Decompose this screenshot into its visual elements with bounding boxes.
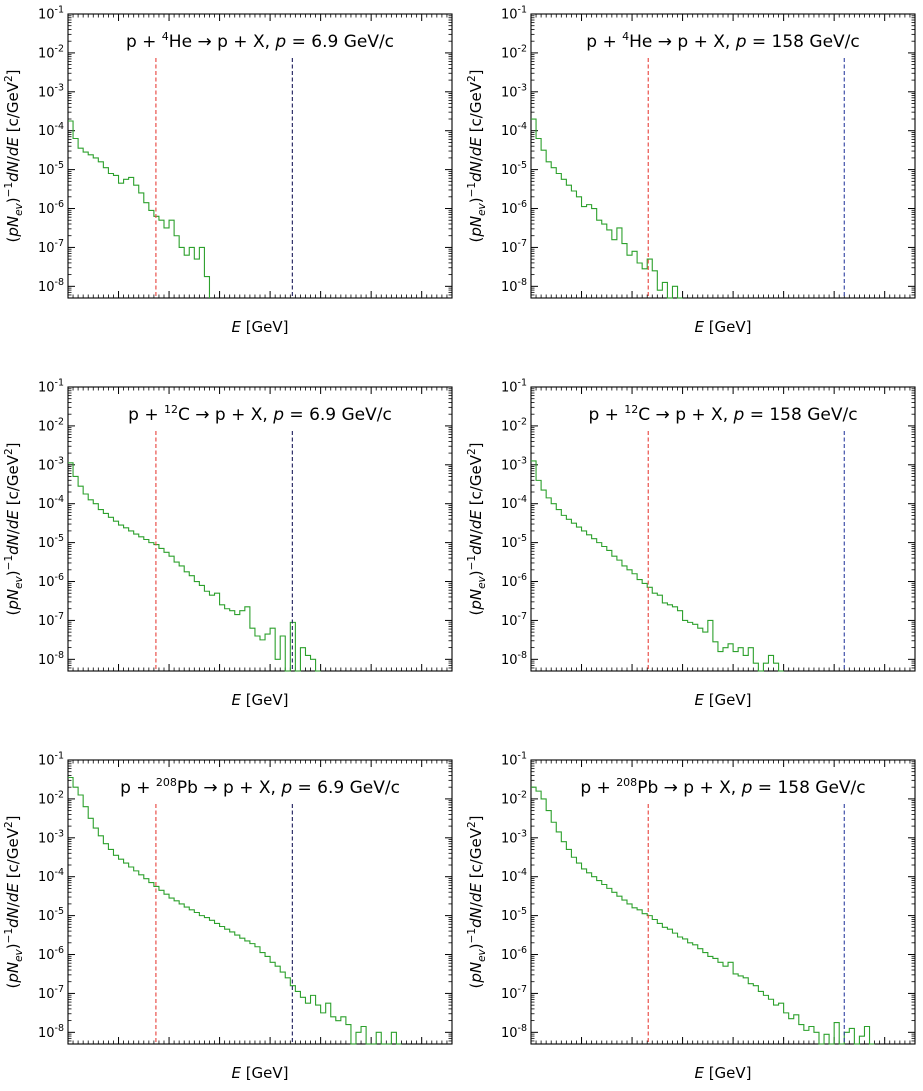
y-tick-label: 10-8 xyxy=(501,1023,527,1041)
histogram-line xyxy=(68,120,211,298)
y-tick-label: 10-3 xyxy=(501,82,527,100)
y-tick-label: 10-6 xyxy=(501,572,527,590)
y-tick-label: 10-5 xyxy=(38,906,64,924)
histogram-line xyxy=(531,118,683,299)
y-tick-label: 10-3 xyxy=(38,455,64,473)
panel-title: p + 12C → p + X, p = 158 GeV/c xyxy=(588,403,857,425)
y-tick-label: 10-1 xyxy=(501,378,527,396)
y-tick-label: 10-7 xyxy=(38,611,64,629)
panel-title: p + 4He → p + X, p = 6.9 GeV/c xyxy=(126,30,394,52)
y-tick-label: 10-1 xyxy=(38,378,64,396)
y-tick-label: 10-2 xyxy=(501,43,527,61)
panel-a: 10-8 10-7 10-6 10-5 10-4 10-3 10-2 10-1 p + 4He … xyxy=(3,5,453,336)
y-tick-label: 10-4 xyxy=(38,121,64,139)
y-tick-label: 10-5 xyxy=(38,160,64,178)
y-tick-label: 10-2 xyxy=(501,789,527,807)
panel-title: p + 208Pb → p + X, p = 158 GeV/c xyxy=(580,776,865,798)
axes-frame xyxy=(530,759,916,1045)
y-tick-label: 10-3 xyxy=(38,82,64,100)
y-tick-label: 10-6 xyxy=(38,945,64,963)
y-tick-label: 10-7 xyxy=(38,984,64,1002)
x-axis-label: E [GeV] xyxy=(694,691,751,709)
y-axis-label: (pNev)−1dN/dE [c/GeV2] xyxy=(3,442,25,615)
y-axis-label: (pNev)−1dN/dE [c/GeV2] xyxy=(466,69,488,242)
y-tick-label: 10-7 xyxy=(501,611,527,629)
y-axis-label: (pNev)−1dN/dE [c/GeV2] xyxy=(3,69,25,242)
histogram-line xyxy=(531,786,875,1045)
axes-frame xyxy=(67,386,453,672)
y-tick-label: 10-4 xyxy=(501,121,527,139)
y-tick-label: 10-2 xyxy=(38,416,64,434)
y-tick-label: 10-6 xyxy=(38,572,64,590)
y-tick-label: 10-5 xyxy=(501,533,527,551)
histogram-line xyxy=(531,460,784,672)
panel-title: p + 12C → p + X, p = 6.9 GeV/c xyxy=(128,403,392,425)
y-tick-label: 10-7 xyxy=(501,984,527,1002)
y-tick-label: 10-2 xyxy=(501,416,527,434)
y-tick-label: 10-7 xyxy=(38,238,64,256)
panel-title: p + 208Pb → p + X, p = 6.9 GeV/c xyxy=(120,776,400,798)
x-axis-label: E [GeV] xyxy=(694,318,751,336)
x-axis-label: E [GeV] xyxy=(694,1064,751,1082)
y-tick-label: 10-4 xyxy=(38,494,64,512)
histogram-line xyxy=(68,776,402,1045)
y-tick-label: 10-1 xyxy=(501,5,527,23)
panel-title: p + 4He → p + X, p = 158 GeV/c xyxy=(586,30,860,52)
axes-frame xyxy=(67,759,453,1045)
y-tick-label: 10-3 xyxy=(501,455,527,473)
axes-frame xyxy=(530,13,916,299)
y-tick-label: 10-5 xyxy=(501,906,527,924)
y-tick-label: 10-8 xyxy=(38,650,64,668)
y-tick-label: 10-6 xyxy=(501,199,527,217)
y-tick-label: 10-5 xyxy=(38,533,64,551)
y-axis-label: (pNev)−1dN/dE [c/GeV2] xyxy=(3,815,25,988)
y-tick-label: 10-4 xyxy=(38,867,64,885)
y-axis-label: (pNev)−1dN/dE [c/GeV2] xyxy=(466,442,488,615)
y-tick-label: 10-8 xyxy=(501,277,527,295)
y-tick-label: 10-1 xyxy=(38,751,64,769)
panel-b: 10-8 10-7 10-6 10-5 10-4 10-3 10-2 10-1 p + 4He … xyxy=(466,5,916,336)
panel-f: 10-8 10-7 10-6 10-5 10-4 10-3 10-2 10-1 p + 208P… xyxy=(466,751,916,1082)
x-axis-label: E [GeV] xyxy=(231,318,288,336)
panel-c: 10-8 10-7 10-6 10-5 10-4 10-3 10-2 10-1 p + 12C … xyxy=(3,378,453,709)
y-tick-label: 10-4 xyxy=(501,494,527,512)
y-tick-label: 10-1 xyxy=(501,751,527,769)
y-tick-label: 10-8 xyxy=(38,277,64,295)
x-axis-label: E [GeV] xyxy=(231,1064,288,1082)
panel-d: 10-8 10-7 10-6 10-5 10-4 10-3 10-2 10-1 p + 12C … xyxy=(466,378,916,709)
y-tick-label: 10-3 xyxy=(501,828,527,846)
panel-e: 10-8 10-7 10-6 10-5 10-4 10-3 10-2 10-1 p + 208P… xyxy=(3,751,453,1082)
histogram-line xyxy=(68,462,321,672)
x-axis-label: E [GeV] xyxy=(231,691,288,709)
axes-frame xyxy=(530,386,916,672)
y-tick-label: 10-4 xyxy=(501,867,527,885)
y-axis-label: (pNev)−1dN/dE [c/GeV2] xyxy=(466,815,488,988)
axes-frame xyxy=(67,13,453,299)
y-tick-label: 10-7 xyxy=(501,238,527,256)
y-tick-label: 10-6 xyxy=(501,945,527,963)
y-tick-label: 10-6 xyxy=(38,199,64,217)
y-tick-label: 10-3 xyxy=(38,828,64,846)
y-tick-label: 10-2 xyxy=(38,43,64,61)
y-tick-label: 10-1 xyxy=(38,5,64,23)
y-tick-label: 10-2 xyxy=(38,789,64,807)
y-tick-label: 10-5 xyxy=(501,160,527,178)
y-tick-label: 10-8 xyxy=(501,650,527,668)
y-tick-label: 10-8 xyxy=(38,1023,64,1041)
